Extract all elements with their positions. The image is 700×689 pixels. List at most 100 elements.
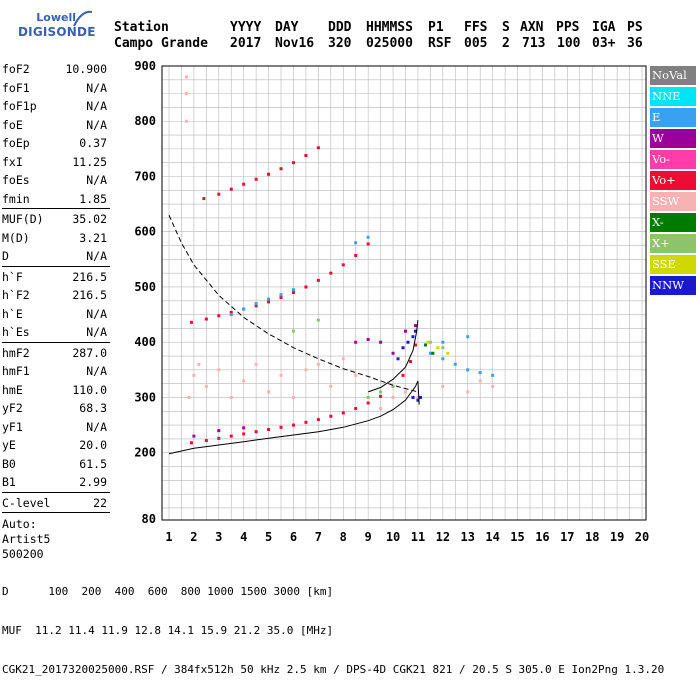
param-key: hmE: [2, 382, 23, 397]
legend-item: X+: [650, 234, 696, 253]
echo-point: [217, 192, 221, 196]
legend-item: W: [650, 129, 696, 148]
logo-line2: DIGISONDE: [18, 25, 96, 39]
param-row: hmF2 287.0: [2, 344, 110, 363]
echo-point: [291, 288, 295, 292]
echo-point: [428, 351, 432, 355]
legend-item: E: [650, 108, 696, 127]
echo-point: [431, 351, 435, 355]
echo-point: [379, 407, 383, 411]
param-value: 216.5: [72, 288, 107, 302]
param-key: foEp: [2, 136, 30, 150]
legend-item: NNW: [650, 276, 696, 295]
echo-point: [354, 373, 358, 377]
echo-point: [491, 384, 495, 388]
station-label: Station: [114, 20, 169, 35]
ddd-label: DDD: [328, 20, 352, 35]
echo-point: [304, 153, 308, 157]
echo-point: [341, 357, 345, 361]
param-value: 216.5: [72, 269, 107, 284]
echo-point: [184, 75, 188, 79]
echo-point: [329, 271, 333, 275]
x-tick-label: 20: [635, 530, 649, 544]
echo-point: [267, 300, 271, 304]
echo-point: [354, 241, 358, 245]
echo-point: [401, 373, 405, 377]
echo-point: [366, 395, 370, 399]
echo-point: [291, 423, 295, 427]
param-value: N/A: [86, 173, 107, 187]
param-key: foF1: [2, 80, 30, 95]
y-tick-label: 900: [134, 59, 156, 73]
param-value: N/A: [86, 99, 107, 113]
station-value: Campo Grande: [114, 36, 208, 51]
x-tick-label: 6: [290, 530, 297, 544]
x-tick-label: 3: [215, 530, 222, 544]
param-key: M(D): [2, 230, 30, 245]
param-key: fxI: [2, 154, 23, 169]
param-key: h`E: [2, 306, 23, 321]
echo-point: [316, 146, 320, 150]
echo-point: [478, 371, 482, 375]
echo-point: [466, 335, 470, 339]
param-key: foE: [2, 117, 23, 132]
echo-point: [396, 357, 400, 361]
echo-point: [267, 297, 271, 301]
param-value: N/A: [86, 80, 107, 95]
echo-point: [242, 182, 246, 186]
param-key: hmF2: [2, 345, 30, 360]
echo-point: [354, 407, 358, 411]
x-tick-label: 13: [461, 530, 475, 544]
echo-point: [391, 395, 395, 399]
scaled-parameters-panel: foF2 10.900 foF1 N/A foF1p N/A foE N/A foEp 0.37 f…: [2, 60, 110, 562]
param-row: foF2 10.900: [2, 60, 110, 79]
param-row: foF1p N/A: [2, 97, 110, 116]
echo-point: [279, 167, 283, 171]
echo-point: [254, 302, 258, 306]
echo-point: [408, 360, 412, 364]
echo-point: [304, 285, 308, 289]
param-row: foEs N/A: [2, 171, 110, 190]
param-value: 287.0: [72, 345, 107, 360]
profile-curves: [168, 214, 420, 455]
echo-point: [441, 346, 445, 350]
param-value: 2.99: [79, 475, 107, 489]
legend-item: NNE: [650, 87, 696, 106]
echo-point: [391, 351, 395, 355]
x-tick-label: 2: [190, 530, 197, 544]
echo-point: [192, 434, 196, 438]
echo-point: [242, 379, 246, 383]
p1-label: P1: [428, 20, 444, 35]
echo-point: [304, 368, 308, 372]
echo-point: [379, 390, 383, 394]
echo-point: [366, 337, 370, 341]
echo-point: [267, 390, 271, 394]
x-tick-label: 18: [585, 530, 599, 544]
param-row: foE N/A: [2, 116, 110, 135]
profile-upper-line: [368, 320, 419, 393]
param-key: h`F: [2, 269, 23, 284]
y-tick-label: 600: [134, 225, 156, 239]
echo-point: [204, 317, 208, 321]
echo-point: [279, 293, 283, 297]
s-value: 2: [502, 36, 510, 51]
echo-point: [254, 362, 258, 366]
echo-point: [316, 362, 320, 366]
x-tick-label: 9: [365, 530, 372, 544]
echo-point: [217, 436, 221, 440]
ionogram-chart: 1 2 3 4 5 6 7 8 9 10 11 12 13 14 15 16 17 18 19 20 80200300…: [134, 59, 649, 544]
echo-point: [242, 307, 246, 311]
p1-value: RSF: [428, 36, 452, 51]
echo-point: [189, 320, 193, 324]
echo-point: [428, 340, 432, 344]
echo-point: [217, 314, 221, 318]
logo-line1: Lowell: [36, 11, 76, 24]
x-tick-label: 15: [510, 530, 524, 544]
param-key: fmin: [2, 191, 30, 206]
hhmmss-label: HHMMSS: [366, 20, 413, 35]
param-row: B1 2.99: [2, 473, 110, 492]
param-value: 20.0: [79, 438, 107, 452]
y-tick-label: 700: [134, 169, 156, 183]
echo-point: [229, 187, 233, 191]
x-tick-label: 11: [411, 530, 425, 544]
